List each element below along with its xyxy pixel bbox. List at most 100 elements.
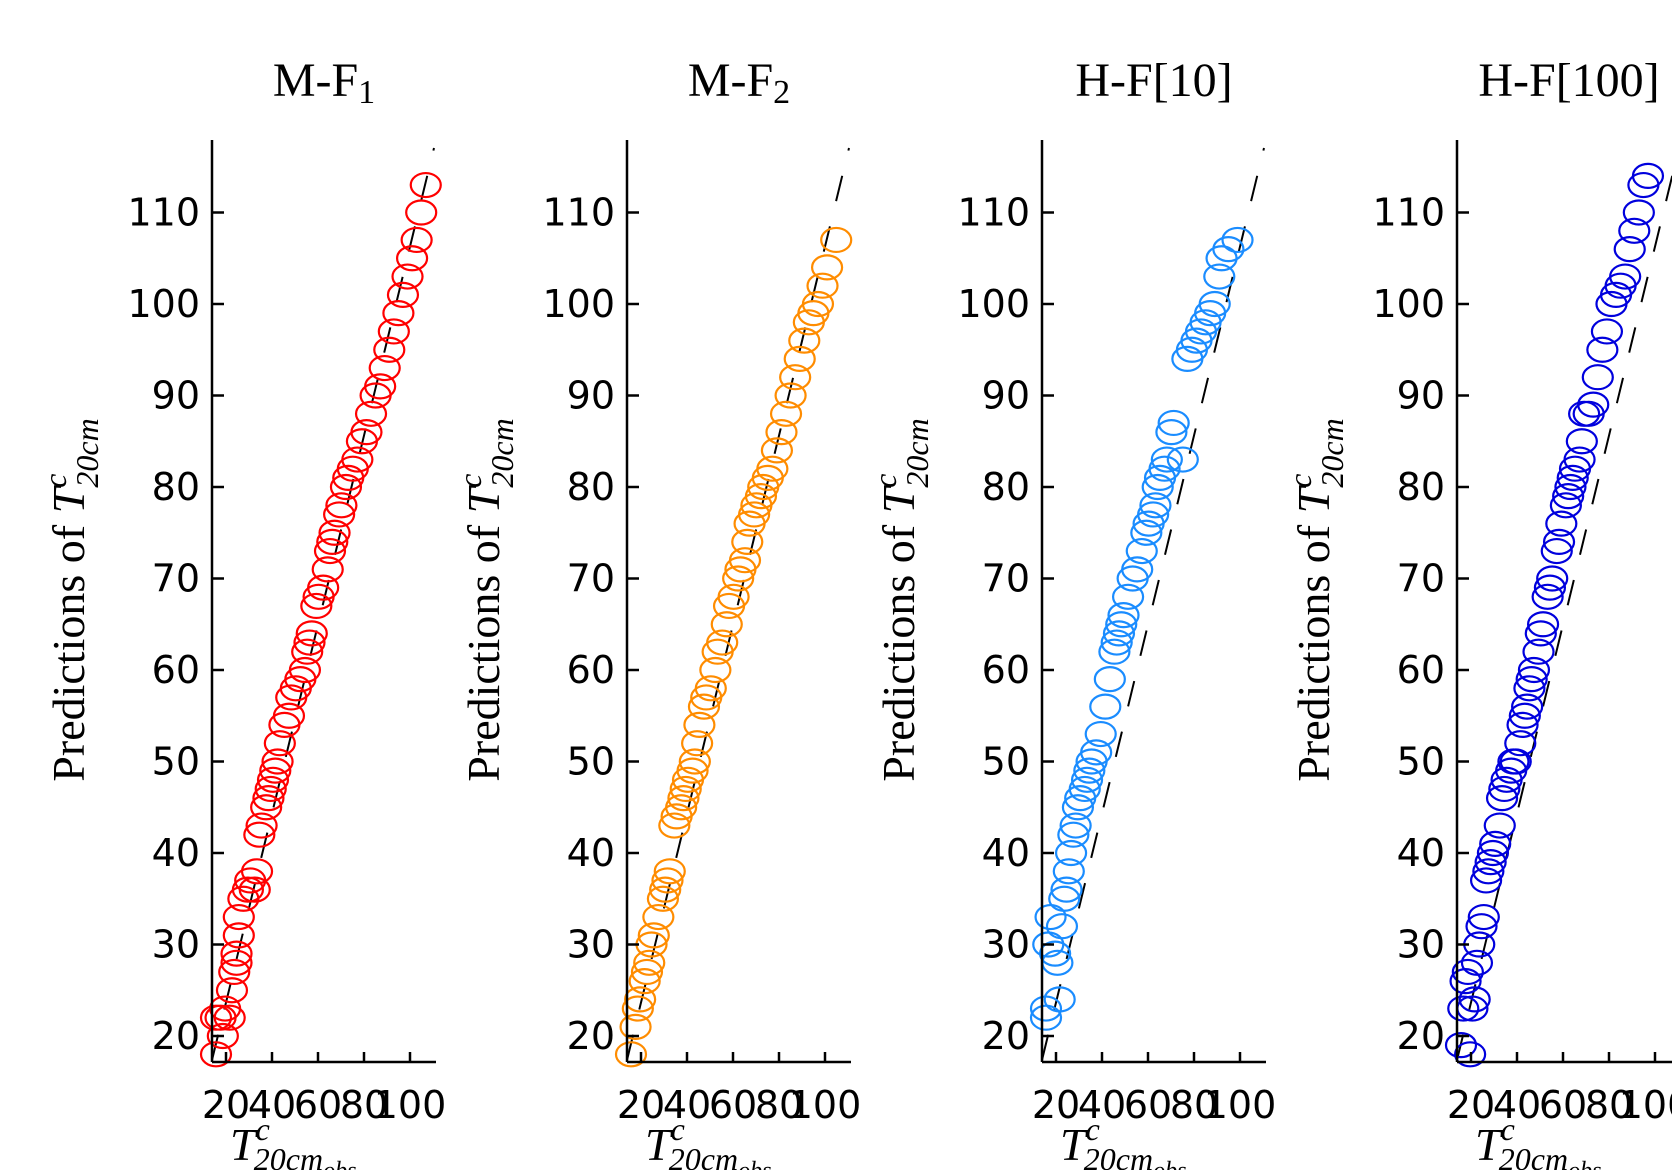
y-tick-label: 90	[152, 374, 200, 418]
data-point	[291, 638, 324, 665]
data-point	[681, 730, 714, 757]
data-point	[1111, 583, 1145, 610]
data-point	[651, 867, 684, 894]
data-point	[665, 794, 698, 821]
data-point	[1203, 263, 1236, 290]
data-point	[1098, 638, 1131, 665]
data-point	[717, 583, 750, 610]
x-axis-label-sub: 20cm	[254, 1141, 323, 1170]
x-tick-label: 40	[1078, 1083, 1126, 1127]
y-tick-label: 50	[152, 740, 200, 784]
y-tick-label: 70	[567, 557, 615, 601]
x-axis-label: Tc20cmobs	[1475, 1111, 1601, 1170]
data-point	[760, 437, 794, 464]
data-point	[222, 903, 255, 931]
data-point	[1506, 711, 1539, 739]
x-axis-label-var: T	[1475, 1119, 1504, 1170]
data-point	[1102, 620, 1136, 647]
data-point	[756, 455, 789, 482]
data-point	[272, 702, 306, 729]
data-point	[1121, 556, 1154, 583]
data-point	[630, 958, 664, 986]
data-point	[1061, 794, 1095, 821]
data-point	[1526, 611, 1560, 638]
data-point	[220, 949, 253, 976]
data-point	[1048, 885, 1081, 912]
x-axis-label-subsub: obs	[323, 1158, 356, 1170]
data-point	[683, 711, 716, 739]
data-point	[667, 784, 700, 812]
y-tick-label: 100	[127, 282, 200, 326]
data-point	[256, 766, 290, 793]
data-point	[783, 345, 816, 372]
data-point	[1565, 428, 1598, 455]
x-tick-label: 100	[789, 1083, 862, 1127]
reference-line	[626, 147, 850, 1061]
panel-title-text: H-F[10]	[1075, 54, 1232, 107]
data-point	[628, 967, 661, 995]
data-point	[259, 757, 292, 784]
x-axis-label: Tc20cmobs	[230, 1111, 356, 1170]
data-point	[1522, 638, 1555, 665]
data-point	[1469, 867, 1503, 894]
y-tick-label: 60	[982, 648, 1030, 692]
data-point	[1052, 858, 1085, 885]
y-tick-label: 80	[1397, 465, 1445, 509]
data-point	[263, 730, 296, 757]
scatter-panel: 203040506070809010011020406080100M-F2Pre…	[452, 54, 861, 1170]
data-point	[646, 885, 680, 912]
x-axis-label-sup: c	[1086, 1111, 1100, 1147]
data-point	[820, 226, 853, 254]
data-point	[1524, 620, 1557, 647]
y-axis-label-text: Predictions of	[1288, 513, 1339, 781]
reference-line	[211, 147, 435, 1061]
data-point	[1100, 629, 1133, 656]
y-tick-label: 70	[982, 557, 1030, 601]
data-point	[199, 1041, 233, 1068]
data-point	[215, 977, 249, 1004]
data-point	[699, 656, 732, 684]
data-point	[1488, 775, 1521, 803]
x-axis-label-var: T	[230, 1119, 259, 1170]
data-point	[1508, 702, 1541, 729]
x-tick-label: 20	[202, 1083, 250, 1127]
data-point	[806, 272, 839, 299]
data-point	[400, 226, 433, 254]
data-point	[1545, 510, 1578, 537]
data-point	[1447, 995, 1480, 1022]
data-point	[1073, 757, 1106, 784]
y-axis-label-text: Predictions of	[458, 513, 509, 781]
x-tick-label: 80	[1585, 1083, 1633, 1127]
data-point	[1198, 290, 1231, 318]
data-point	[779, 364, 812, 391]
scatter-panel: 203040506070809010011020406080100H-F[10]…	[867, 54, 1276, 1170]
x-tick-label: 100	[374, 1083, 447, 1127]
data-point	[706, 629, 739, 656]
data-point	[231, 876, 265, 903]
x-axis-label-subsub: obs	[1153, 1158, 1186, 1170]
data-point	[1080, 739, 1113, 766]
y-tick-label: 80	[152, 465, 200, 509]
data-point	[1511, 693, 1544, 720]
data-point	[1458, 986, 1491, 1013]
x-tick-label: 80	[1170, 1083, 1218, 1127]
data-point	[1515, 666, 1548, 693]
y-tick-label: 60	[567, 648, 615, 692]
data-point	[1622, 199, 1655, 226]
data-point	[1045, 913, 1079, 940]
x-axis-label-var: T	[645, 1119, 674, 1170]
data-point	[254, 775, 287, 803]
x-axis-label-subsub: obs	[1568, 1158, 1601, 1170]
data-point	[318, 519, 351, 546]
x-tick-label: 100	[1204, 1083, 1277, 1127]
data-point	[722, 565, 755, 592]
y-axis-label: Predictions of Tc20cm	[1282, 418, 1350, 781]
x-tick-label: 60	[294, 1083, 342, 1127]
data-point	[252, 784, 285, 812]
data-point	[653, 858, 686, 885]
y-tick-label: 90	[1397, 374, 1445, 418]
y-axis-label-sup: c	[37, 474, 73, 488]
panel-title-subscript: 1	[358, 74, 375, 111]
x-axis-label-sub: 20cm	[1084, 1141, 1153, 1170]
scatter-panel: 203040506070809010011020406080100M-F1Pre…	[37, 54, 446, 1170]
